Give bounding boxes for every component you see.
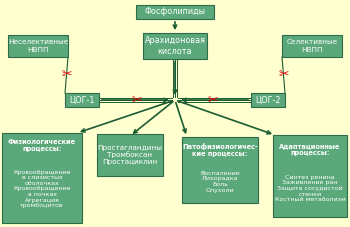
Text: ✂: ✂ [208,94,218,106]
FancyBboxPatch shape [136,5,214,19]
Text: Адаптационные
процессы:: Адаптационные процессы: [279,143,341,156]
Text: ✂: ✂ [61,69,72,81]
FancyBboxPatch shape [251,93,285,107]
Text: ✂: ✂ [132,94,142,106]
FancyBboxPatch shape [182,137,258,203]
Text: Воспаление
Лихорадка
Боль
Опухоли: Воспаление Лихорадка Боль Опухоли [200,171,240,192]
Text: Арахидоновая
кислота: Арахидоновая кислота [145,36,205,56]
Text: ЦОГ-2: ЦОГ-2 [255,96,281,104]
FancyBboxPatch shape [282,35,342,57]
FancyBboxPatch shape [65,93,99,107]
Text: ✂: ✂ [278,69,289,81]
Text: Кровообращение
в слизистых
оболочках
Кровообращение
в почках
Агрегация
тромбоцит: Кровообращение в слизистых оболочках Кро… [13,170,71,208]
FancyBboxPatch shape [8,35,68,57]
Text: Простагландины
Тромбоксан
Простациклин: Простагландины Тромбоксан Простациклин [98,145,162,165]
FancyBboxPatch shape [97,134,163,176]
Text: Синтез ренина
Заживление ран
Защита сосудистой
стенки
Костный метаболизм: Синтез ренина Заживление ран Защита сосу… [275,175,345,202]
Text: ЦОГ-1: ЦОГ-1 [69,96,95,104]
FancyBboxPatch shape [143,33,207,59]
Text: Селективные
НВПП: Селективные НВПП [286,39,338,52]
Text: Неселективные
НВПП: Неселективные НВПП [8,39,68,52]
FancyBboxPatch shape [273,135,347,217]
FancyBboxPatch shape [2,133,82,223]
Text: Физиологические
процессы:: Физиологические процессы: [8,139,76,152]
Text: Патофизиологичес-
кие процессы:: Патофизиологичес- кие процессы: [182,143,258,157]
Text: Фосфолипиды: Фосфолипиды [145,7,205,17]
